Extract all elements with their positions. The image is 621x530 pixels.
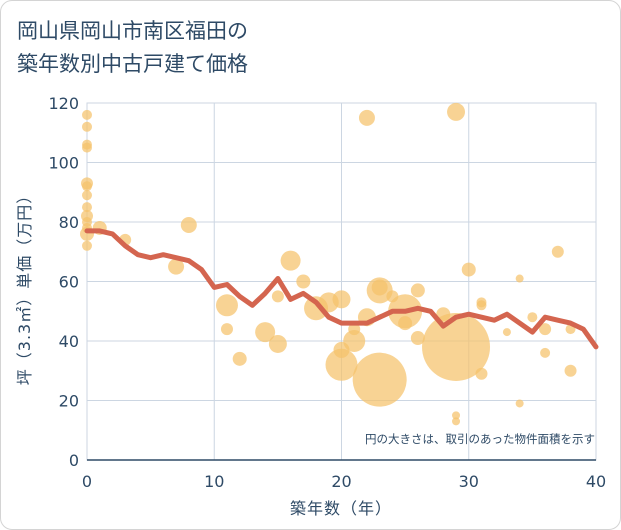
bubble-point-23 bbox=[280, 250, 301, 271]
y-tick-label-80: 80 bbox=[59, 213, 79, 232]
bubble-point-27 bbox=[332, 290, 351, 309]
bubble-point-15 bbox=[168, 258, 185, 275]
bubble-point-36 bbox=[352, 352, 407, 407]
bubble-point-0 bbox=[82, 109, 92, 120]
y-axis-label: 坪（3.3㎡）単価（万円） bbox=[15, 187, 34, 385]
bubble-point-20 bbox=[255, 322, 276, 343]
chart-title-line-1: 岡山県岡山市南区福田の bbox=[17, 19, 248, 43]
bubble-point-18 bbox=[220, 323, 233, 336]
trend-line bbox=[84, 228, 599, 350]
bubble-point-31 bbox=[348, 323, 361, 336]
bubble-point-50 bbox=[475, 367, 488, 380]
bubble-point-29 bbox=[325, 348, 358, 381]
bubble-point-45 bbox=[452, 411, 461, 420]
x-tick-label-20: 20 bbox=[331, 472, 351, 491]
y-tick-label-0: 0 bbox=[69, 451, 79, 470]
x-tick-label-40: 40 bbox=[586, 472, 606, 491]
bubble-point-43 bbox=[447, 102, 466, 121]
bubble-point-51 bbox=[502, 328, 511, 337]
bubble-point-21 bbox=[268, 334, 287, 353]
bubble-point-52 bbox=[515, 274, 524, 283]
bubble-point-46 bbox=[452, 417, 461, 426]
bubble-point-54 bbox=[527, 312, 538, 323]
bubble-point-59 bbox=[564, 364, 577, 377]
bubble-point-12 bbox=[82, 240, 92, 251]
x-tick-label-0: 0 bbox=[82, 472, 92, 491]
bubble-size-note: 円の大きさは、取引のあった物件面積を示す bbox=[365, 432, 595, 446]
x-axis-ticks: 0 10 20 30 40 bbox=[82, 472, 606, 491]
bubble-point-19 bbox=[232, 351, 247, 366]
bubble-series bbox=[80, 102, 577, 426]
bubble-point-16 bbox=[180, 216, 197, 233]
bubble-point-39 bbox=[398, 316, 413, 331]
y-tick-label-100: 100 bbox=[48, 154, 79, 173]
y-tick-label-60: 60 bbox=[59, 273, 79, 292]
y-tick-label-40: 40 bbox=[59, 332, 79, 351]
x-axis-label: 築年数（年） bbox=[290, 499, 392, 518]
chart-title-line-2: 築年数別中古戸建て価格 bbox=[17, 52, 248, 76]
bubble-point-32 bbox=[358, 109, 375, 126]
bubble-point-1 bbox=[82, 121, 92, 132]
bubble-point-57 bbox=[551, 245, 564, 258]
bubble-point-41 bbox=[410, 331, 425, 346]
bubble-point-7 bbox=[82, 202, 92, 213]
bubble-point-17 bbox=[215, 294, 238, 317]
bubble-point-24 bbox=[296, 274, 311, 289]
y-tick-label-120: 120 bbox=[48, 94, 79, 113]
x-tick-label-10: 10 bbox=[204, 472, 224, 491]
y-axis-ticks: 0 20 40 60 80 100 120 bbox=[48, 94, 79, 470]
bubble-point-35 bbox=[371, 279, 388, 296]
bubble-point-56 bbox=[540, 347, 551, 358]
x-tick-label-30: 30 bbox=[459, 472, 479, 491]
bubble-point-5 bbox=[82, 181, 92, 192]
bubble-point-30 bbox=[343, 330, 366, 352]
y-tick-label-20: 20 bbox=[59, 392, 79, 411]
bubble-point-22 bbox=[271, 290, 284, 303]
bubble-point-3 bbox=[82, 142, 92, 153]
bubble-point-6 bbox=[82, 190, 92, 201]
bubble-point-47 bbox=[461, 262, 476, 277]
bubble-point-53 bbox=[515, 399, 524, 408]
bubble-point-55 bbox=[539, 323, 552, 336]
bubble-point-49 bbox=[476, 300, 487, 311]
bubble-point-44 bbox=[422, 312, 491, 381]
chart-title: 岡山県岡山市南区福田の 築年数別中古戸建て価格 bbox=[17, 15, 248, 81]
bubble-point-40 bbox=[410, 283, 425, 298]
